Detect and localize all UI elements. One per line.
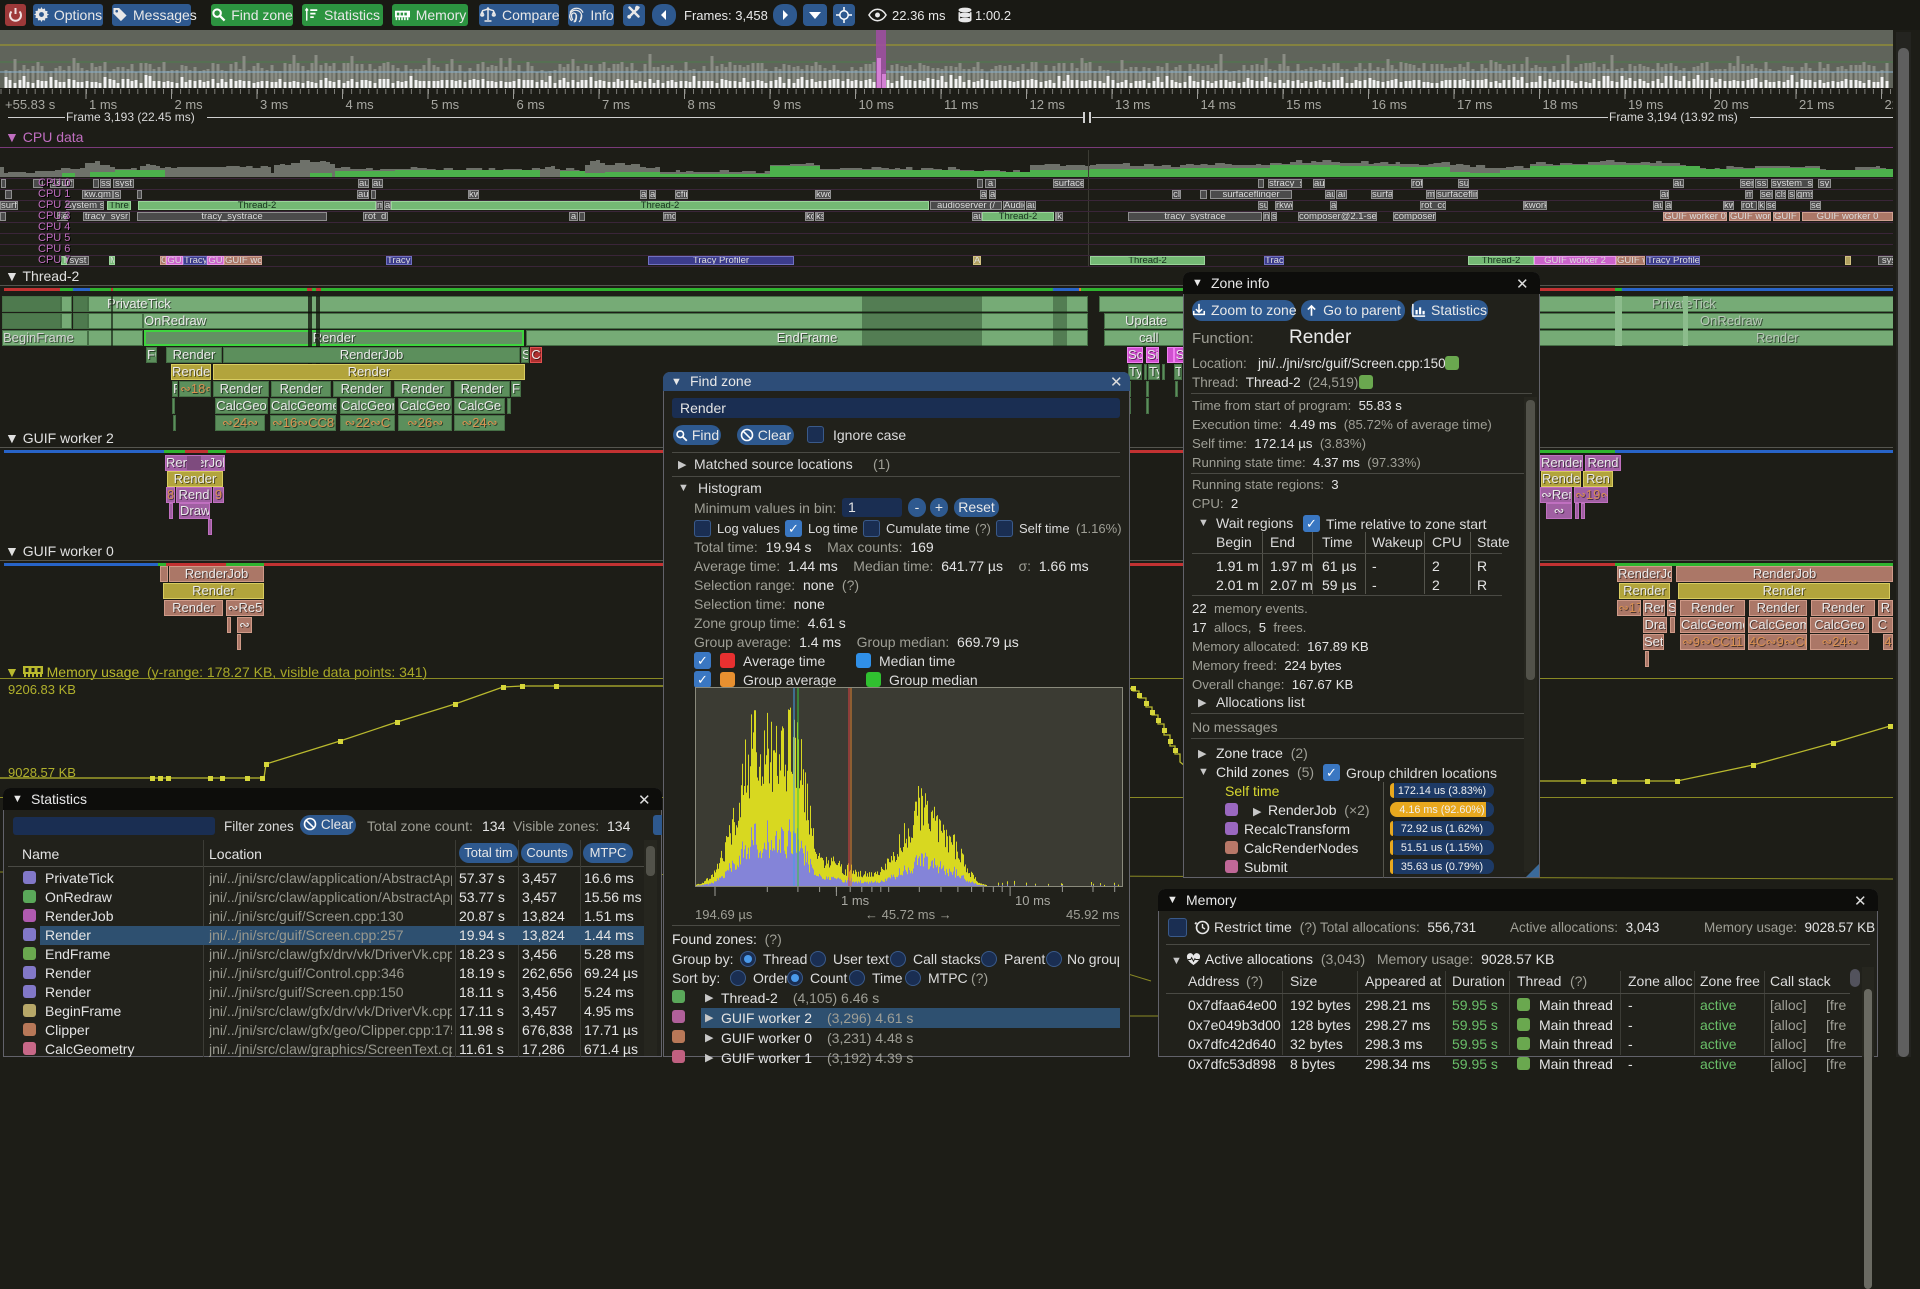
svg-text:1 ms: 1 ms <box>841 893 870 908</box>
svg-text:10 ms: 10 ms <box>1015 893 1051 908</box>
